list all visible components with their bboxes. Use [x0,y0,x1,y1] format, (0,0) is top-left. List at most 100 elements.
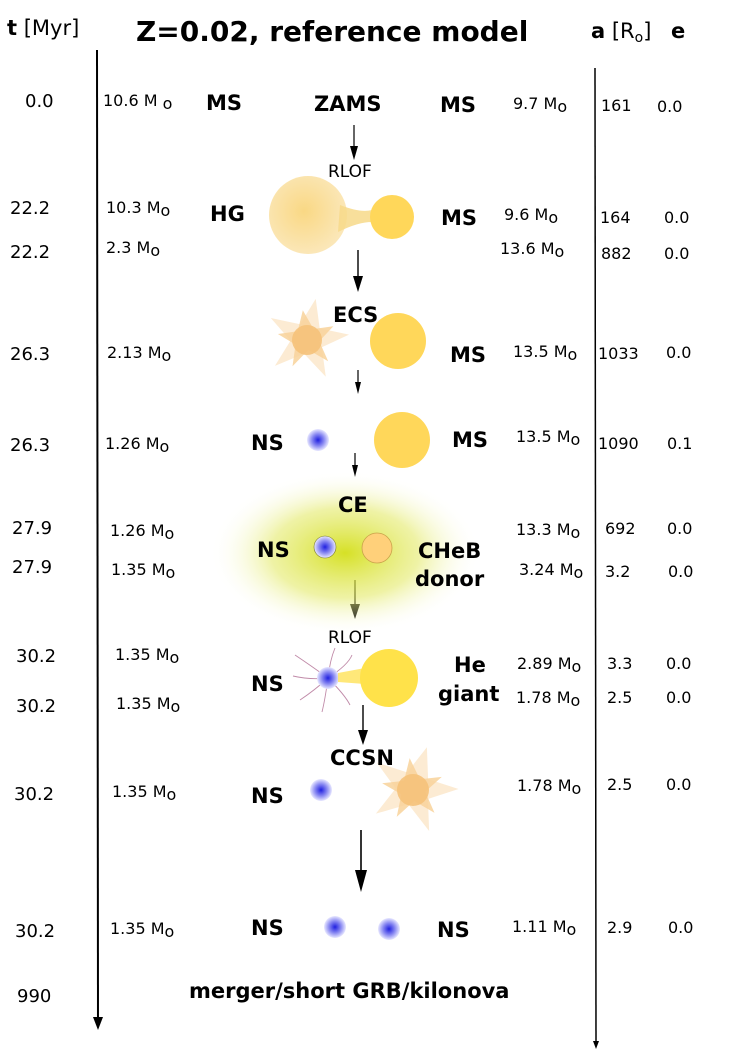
neutron-star-final-1 [324,916,346,938]
neutron-star-final-2 [378,918,400,940]
eccentricity-value: 0.0 [664,244,690,263]
ms-companion-star-4 [374,412,430,468]
hg-giant-star [269,176,347,254]
event-label: RLOF [328,162,372,182]
eccentricity-value: 0.0 [666,654,692,673]
separation-value: 164 [600,208,631,227]
secondary-mass: 13.6 Mo [500,239,565,261]
separation-value: 882 [601,244,632,263]
eccentricity-value: 0.0 [667,519,693,538]
time-axis-arrowhead [93,1017,103,1030]
separation-value: 2.9 [607,918,633,937]
primary-mass: 1.35 Mo [112,782,177,804]
primary-mass: 2.13 Mo [107,343,172,365]
primary-state: NS [251,916,284,940]
time-value: 30.2 [16,696,57,717]
secondary-state: MS [441,206,478,230]
primary-state: HG [210,202,245,226]
secondary-state: NS [437,918,470,942]
secondary-mass: 13.5 Mo [513,342,578,364]
eccentricity-value: 0.0 [668,562,694,581]
primary-mass: 10.6 M o [103,91,173,113]
secondary-state: MS [452,428,489,452]
primary-mass: 1.35 Mo [110,919,175,941]
ccsn-explosion [375,747,459,831]
neutron-star-ce [313,535,337,559]
time-value: 22.2 [10,242,51,263]
separation-value: 2.5 [607,688,633,707]
primary-mass: 1.35 Mo [111,560,176,582]
time-value: 990 [17,986,52,1007]
common-envelope-glow [210,471,480,635]
time-value: 30.2 [14,784,55,805]
event-label: CE [338,493,368,517]
time-value: 26.3 [10,435,51,456]
secondary-mass: 13.3 Mo [516,520,581,542]
event-label: ECS [333,303,379,327]
eccentricity-value: 0.0 [666,343,692,362]
primary-mass: 1.26 Mo [110,521,175,543]
secondary-mass: 9.6 Mo [504,205,559,227]
secondary-state-line2: giant [438,682,500,706]
primary-state: NS [251,784,284,808]
cheb-donor-star [361,532,393,564]
secondary-mass: 3.24 Mo [519,560,584,582]
primary-state: NS [257,538,290,562]
primary-state: MS [206,91,243,115]
primary-mass: 10.3 Mo [106,198,171,220]
separation-column-header: a [Ro] [591,19,652,46]
primary-mass: 1.35 Mo [116,694,181,716]
secondary-state: MS [440,93,477,117]
eccentricity-value: 0.0 [664,208,690,227]
ecs-explosion [270,298,350,377]
separation-value: 1033 [598,344,639,363]
final-outcome-label: merger/short GRB/kilonova [189,979,510,1003]
eccentricity-value: 0.0 [666,688,692,707]
event-label: CCSN [330,746,394,770]
secondary-mass: 2.89 Mo [517,654,582,676]
neutron-star-4 [307,429,329,451]
secondary-state-line1: He [454,653,486,677]
secondary-mass: 1.11 Mo [512,917,577,939]
event-label: ZAMS [314,92,382,116]
eccentricity-value: 0.0 [657,97,683,116]
separation-value: 692 [605,519,636,538]
secondary-mass: 1.78 Mo [517,776,582,798]
secondary-state-line1: CHeB [418,539,482,563]
he-mass-transfer-stream [338,668,365,684]
eccentricity-value: 0.0 [668,918,694,937]
he-giant-star [360,649,418,707]
separation-value: 1090 [598,434,639,453]
time-value: 27.9 [12,557,53,578]
time-value: 26.3 [10,344,51,365]
primary-mass: 1.35 Mo [115,645,180,667]
secondary-mass: 13.5 Mo [516,427,581,449]
mass-transfer-stream [338,205,372,232]
time-value: 30.2 [15,921,56,942]
secondary-mass: 9.7 Mo [513,94,568,116]
secondary-mass: 1.78 Mo [516,688,581,710]
separation-value: 2.5 [607,775,633,794]
secondary-state-line2: donor [415,567,485,591]
eccentricity-value: 0.0 [666,775,692,794]
ms-companion-star-2 [370,195,414,239]
primary-mass: 2.3 Mo [106,238,161,260]
time-axis [96,49,99,1026]
separation-value: 161 [601,96,632,115]
diagram-title: Z=0.02, reference model [136,15,529,48]
primary-state: NS [251,431,284,455]
separation-axis [594,67,597,1046]
neutron-star-rlof [317,667,339,689]
separation-axis-arrowhead [593,1041,599,1049]
primary-mass: 1.26 Mo [105,434,170,456]
separation-value: 3.3 [607,654,633,673]
ms-companion-star-3 [370,313,426,369]
event-label: RLOF [328,628,372,648]
primary-state: NS [251,672,284,696]
time-value: 27.9 [12,518,53,539]
time-value: 22.2 [10,198,51,219]
time-value: 30.2 [16,646,57,667]
eccentricity-value: 0.1 [667,434,693,453]
separation-value: 3.2 [605,562,631,581]
